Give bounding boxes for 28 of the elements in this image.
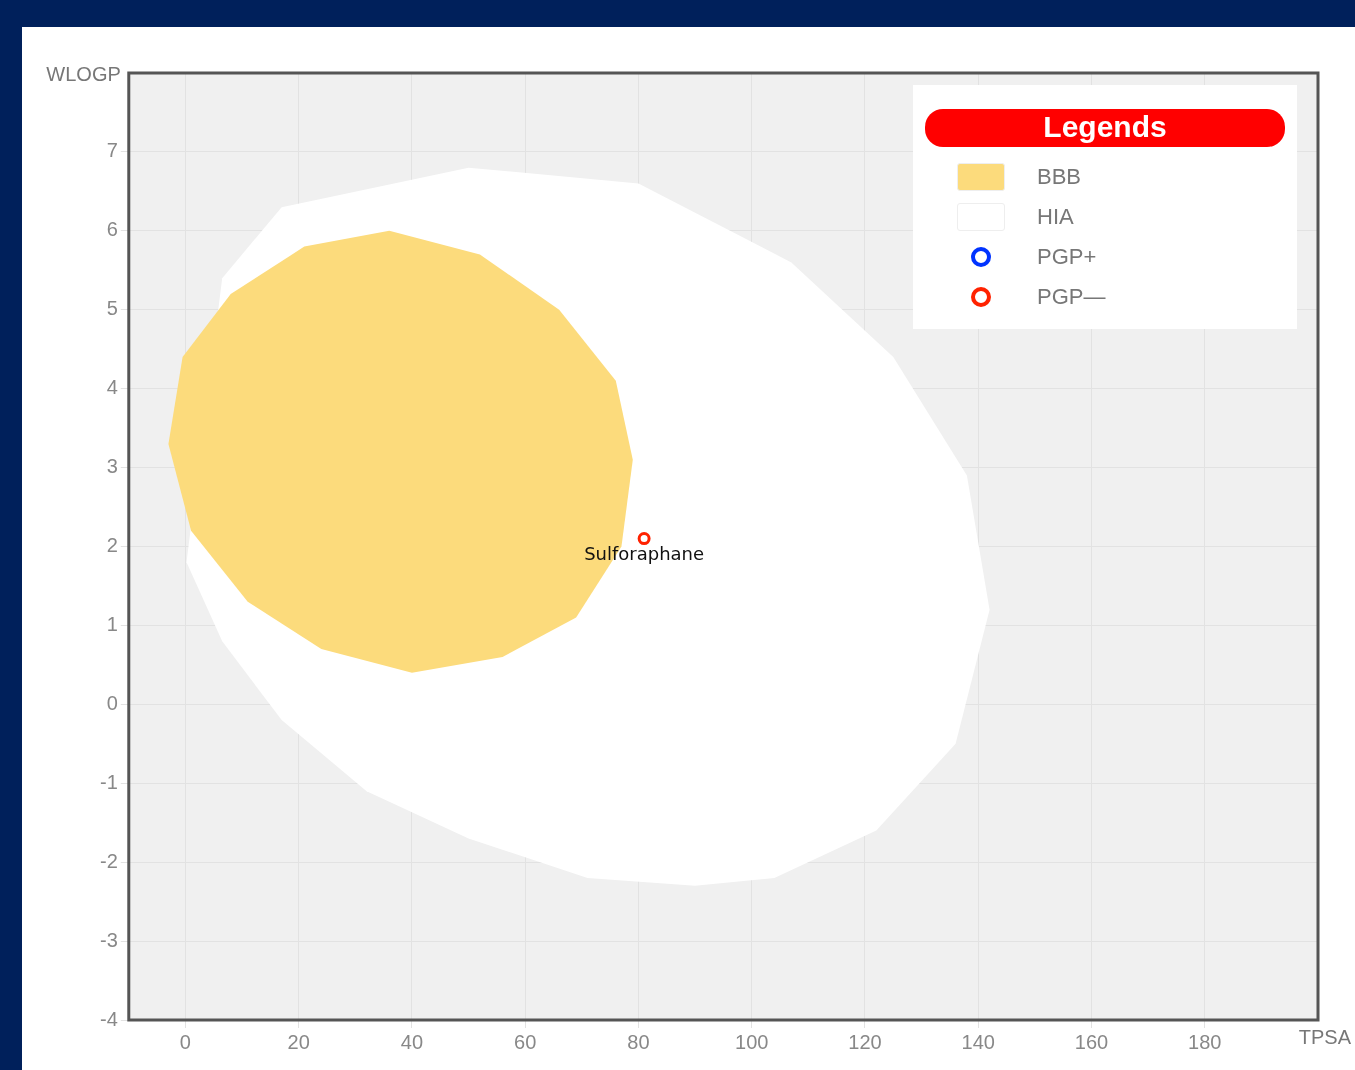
- y-tick-label: 7: [106, 139, 118, 162]
- y-tick-label: -2: [99, 849, 118, 872]
- x-tick-label: 80: [627, 1030, 650, 1053]
- y-tick-label: 1: [106, 612, 118, 635]
- y-tick-label: 2: [106, 534, 118, 557]
- x-axis-title: TPSA: [1298, 1025, 1352, 1048]
- x-tick-label: 120: [848, 1030, 882, 1053]
- legend-label: HIA: [1037, 204, 1074, 230]
- x-tick-label: 140: [961, 1030, 995, 1053]
- y-tick-label: -1: [99, 770, 118, 793]
- y-tick-label: 4: [106, 376, 118, 399]
- y-tick-label: -4: [99, 1007, 118, 1030]
- y-tick-label: 3: [106, 455, 118, 478]
- y-tick-label: -3: [99, 928, 118, 951]
- legend-label: PGP+: [1037, 244, 1097, 270]
- y-tick-label: 0: [106, 691, 118, 714]
- x-tick-label: 20: [287, 1030, 310, 1053]
- y-axis-title: WLOGP: [46, 62, 121, 85]
- y-tick-label: 6: [106, 218, 118, 241]
- legend-label: BBB: [1037, 164, 1082, 190]
- x-tick-label: 40: [400, 1030, 424, 1053]
- y-tick-label: 5: [106, 297, 118, 320]
- x-tick-label: 0: [179, 1030, 191, 1053]
- legend-label: PGP—: [1037, 284, 1106, 310]
- x-tick-label: 160: [1074, 1030, 1109, 1053]
- x-tick-label: 100: [735, 1030, 769, 1053]
- x-tick-label: 180: [1188, 1030, 1222, 1053]
- x-tick-label: 60: [514, 1030, 537, 1053]
